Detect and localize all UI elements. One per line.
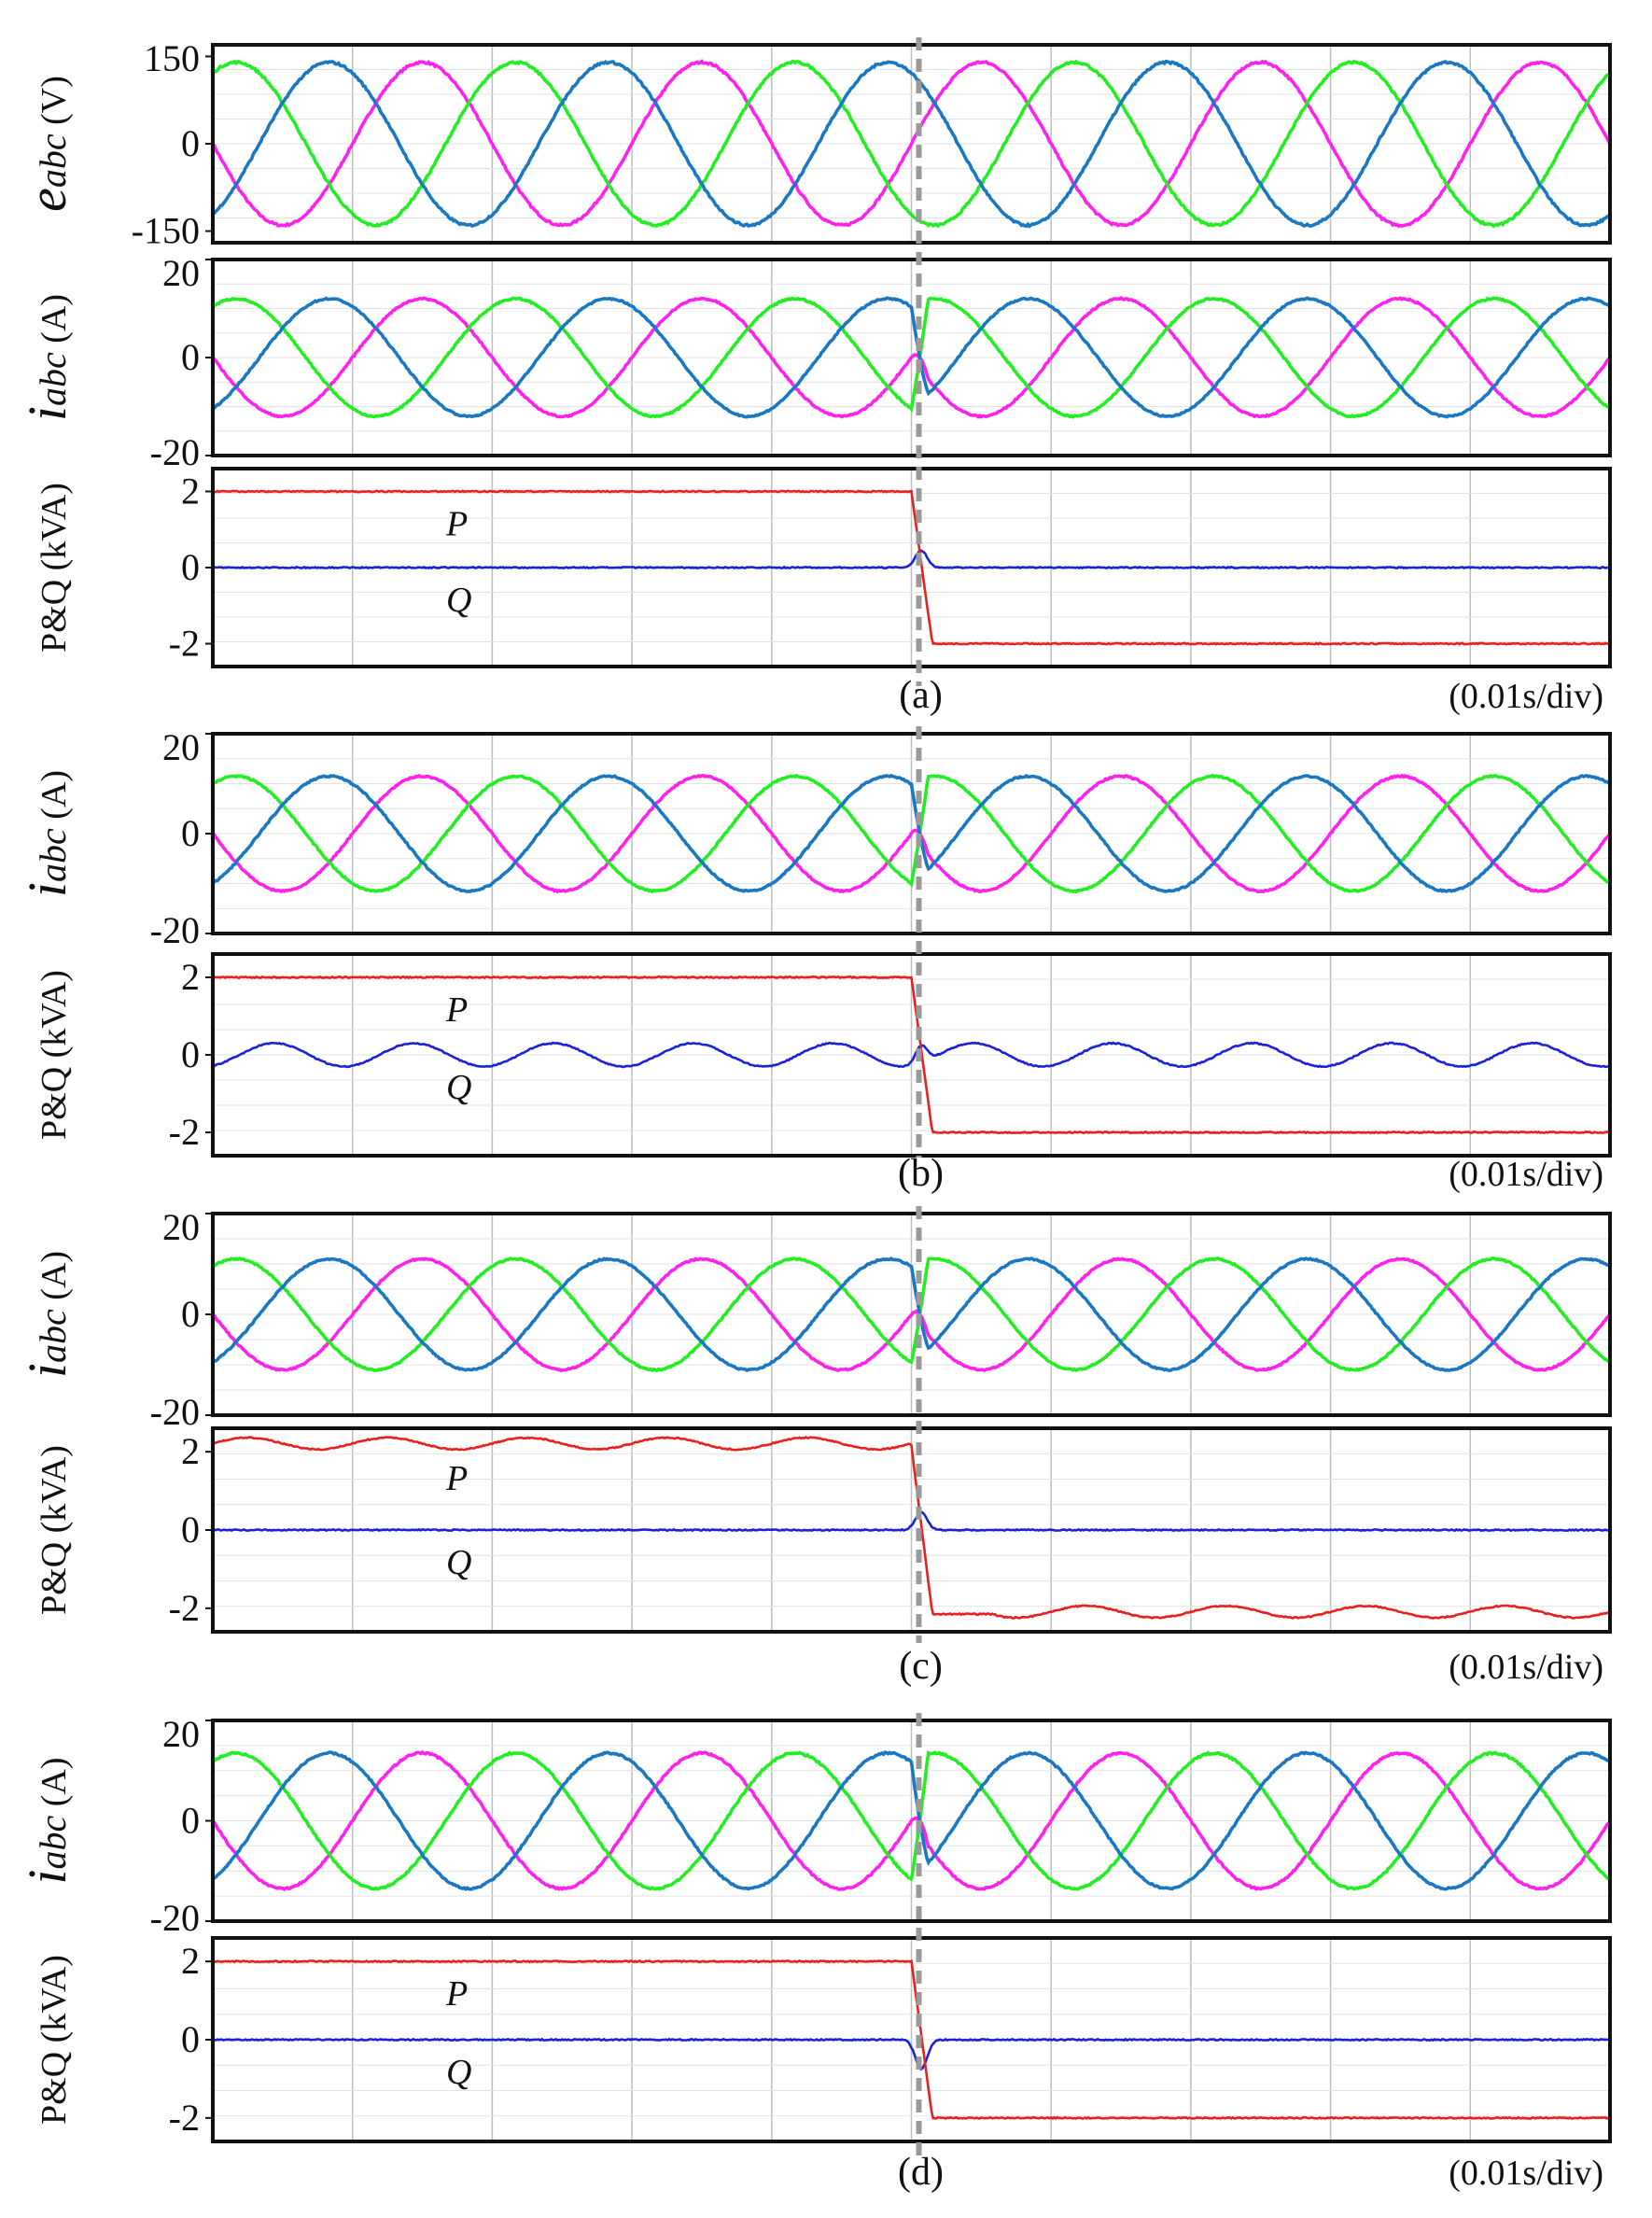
y-axis-label: P&Q (kVA) bbox=[35, 1955, 74, 2125]
trace-i_b bbox=[213, 1256, 1610, 1373]
y-tick-label: -20 bbox=[150, 1897, 200, 1939]
trace-e_a bbox=[213, 59, 1610, 229]
y-tick-label: -150 bbox=[132, 210, 200, 252]
trace-P bbox=[213, 1958, 1610, 2121]
y-tick-label: 0 bbox=[181, 1800, 200, 1842]
plot-b-power: 2 0 -2 P&Q (kVA) PQ bbox=[35, 952, 1612, 1158]
y-tick-label: 0 bbox=[181, 546, 200, 588]
y-tick-label: 20 bbox=[162, 1206, 200, 1248]
trace-i_c bbox=[213, 773, 1610, 893]
time-scale-label: (0.01s/div) bbox=[1449, 1155, 1603, 1194]
plot-frame bbox=[211, 1426, 1612, 1634]
y-tick-label: -2 bbox=[169, 623, 200, 665]
y-tick-label: 150 bbox=[144, 37, 200, 79]
plot-frame bbox=[211, 258, 1612, 457]
y-tick-label: 20 bbox=[162, 252, 200, 294]
label-P: P bbox=[445, 1974, 468, 2014]
y-tick-label: 20 bbox=[162, 1713, 200, 1755]
plot-a-current: 20 0 -20 iabc (A) bbox=[17, 252, 1612, 473]
y-tick-label: 2 bbox=[181, 1430, 200, 1472]
plot-c-power: 2 0 -2 P&Q (kVA) P Q bbox=[35, 1426, 1612, 1634]
trace-P bbox=[213, 489, 1610, 646]
trace-P bbox=[213, 975, 1610, 1135]
plot-b-current: 20 0 -20 iabc (A) bbox=[17, 726, 1612, 951]
y-tick-label: 2 bbox=[181, 1940, 200, 1982]
plot-frame bbox=[211, 1936, 1612, 2143]
trace-P bbox=[213, 1435, 1610, 1620]
y-axis-label: P&Q (kVA) bbox=[35, 1445, 74, 1615]
time-scale-label: (0.01s/div) bbox=[1449, 2154, 1603, 2193]
y-tick-label: 0 bbox=[181, 1293, 200, 1335]
caption-c: (c) bbox=[899, 1645, 943, 1688]
label-P: P bbox=[445, 504, 468, 543]
label-Q: Q bbox=[446, 1543, 471, 1582]
trace-i_c bbox=[213, 296, 1610, 419]
y-tick-label: 20 bbox=[162, 726, 200, 768]
trace-i_a bbox=[213, 773, 1610, 894]
time-scale-label: (0.01s/div) bbox=[1449, 1648, 1603, 1687]
y-axis-label: P&Q (kVA) bbox=[35, 483, 74, 653]
y-tick-label: 0 bbox=[181, 1033, 200, 1075]
label-P: P bbox=[445, 990, 468, 1030]
trace-Q bbox=[213, 2037, 1610, 2071]
trace-i_a bbox=[213, 1749, 1610, 1891]
plot-frame bbox=[211, 732, 1612, 935]
trace-Q bbox=[213, 549, 1610, 570]
y-tick-label: 2 bbox=[181, 470, 200, 512]
y-tick-label: -20 bbox=[150, 1391, 200, 1433]
y-axis-label: iabc (A) bbox=[17, 770, 77, 897]
trace-i_c bbox=[213, 1256, 1610, 1373]
plot-d-power: 2 0 -2 P&Q (kVA) PQ bbox=[35, 1936, 1612, 2143]
trace-i_c bbox=[213, 1750, 1610, 1892]
label-Q: Q bbox=[446, 581, 471, 620]
trace-i_a bbox=[213, 1256, 1610, 1373]
plot-c-current: 20 0 -20 iabc (A) bbox=[17, 1206, 1612, 1433]
trace-i_b bbox=[213, 296, 1610, 419]
plot-a-power: 2 0 -2 P&Q (kVA) PQ bbox=[35, 467, 1612, 668]
y-tick-label: -2 bbox=[169, 1587, 200, 1629]
y-tick-label: 0 bbox=[181, 122, 200, 164]
y-tick-label: -2 bbox=[169, 2097, 200, 2139]
plot-frame bbox=[211, 43, 1612, 245]
trace-i_b bbox=[213, 773, 1610, 894]
trace-i_b bbox=[213, 1750, 1610, 1891]
y-axis-label: iabc (A) bbox=[17, 1757, 77, 1884]
y-tick-label: -2 bbox=[169, 1111, 200, 1153]
trace-i_a bbox=[213, 296, 1610, 419]
plot-frame bbox=[211, 1212, 1612, 1417]
plot-frame bbox=[211, 1719, 1612, 1923]
label-P: P bbox=[445, 1459, 468, 1498]
y-tick-label: -20 bbox=[150, 909, 200, 951]
y-axis-label: eabc (V) bbox=[17, 76, 77, 212]
plot-a-voltage: 150 0 -150 eabc (V) bbox=[17, 37, 1612, 252]
caption-d: (d) bbox=[898, 2151, 944, 2194]
y-axis-label: iabc (A) bbox=[17, 294, 77, 421]
y-tick-label: 0 bbox=[181, 812, 200, 854]
y-axis-label: iabc (A) bbox=[17, 1251, 77, 1378]
y-tick-label: 0 bbox=[181, 336, 200, 378]
trace-e_c bbox=[213, 59, 1610, 229]
y-tick-label: 0 bbox=[181, 1509, 200, 1551]
plot-frame bbox=[211, 467, 1612, 668]
label-Q: Q bbox=[446, 2053, 471, 2092]
y-tick-label: -20 bbox=[150, 431, 200, 473]
plot-frame bbox=[211, 952, 1612, 1158]
trace-Q bbox=[213, 1510, 1610, 1533]
caption-a: (a) bbox=[899, 674, 943, 717]
y-tick-label: 0 bbox=[181, 2018, 200, 2060]
plot-d-current: 20 0 -20 iabc (A) bbox=[17, 1713, 1612, 1939]
caption-b: (b) bbox=[898, 1152, 944, 1195]
trace-e_b bbox=[213, 59, 1610, 229]
label-Q: Q bbox=[446, 1068, 471, 1107]
trace-Q bbox=[213, 1041, 1610, 1069]
time-scale-label: (0.01s/div) bbox=[1449, 677, 1603, 716]
y-tick-label: 2 bbox=[181, 956, 200, 998]
y-axis-label: P&Q (kVA) bbox=[35, 970, 74, 1140]
